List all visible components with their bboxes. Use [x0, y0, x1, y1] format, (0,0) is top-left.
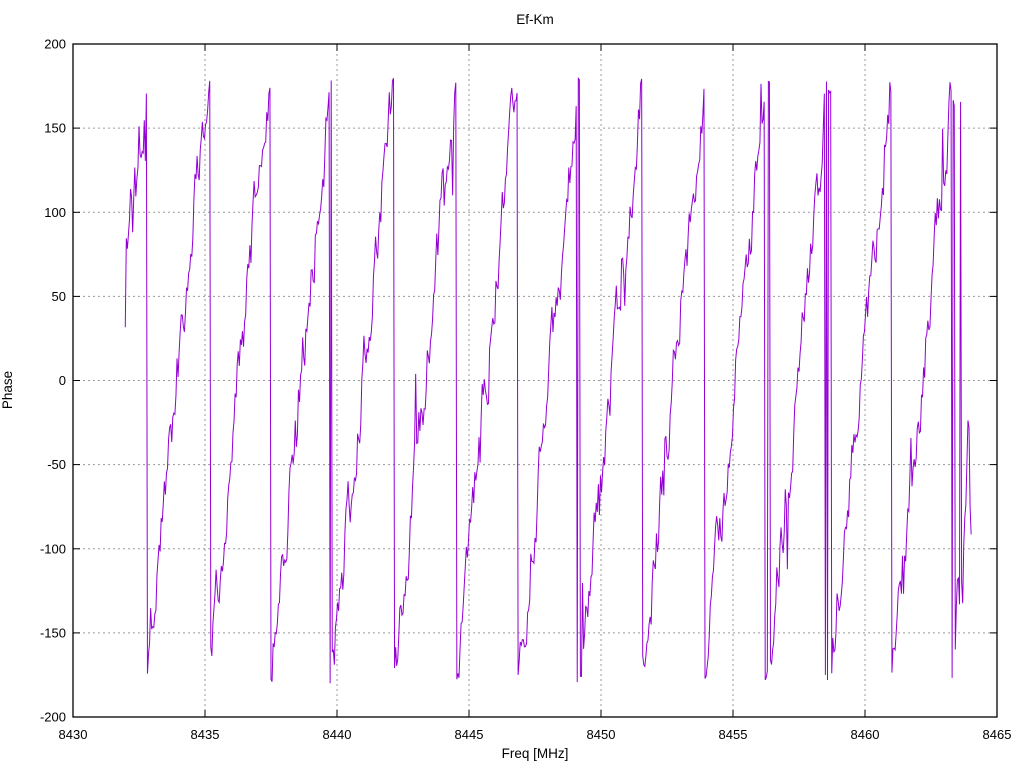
x-tick-label: 8455 — [719, 727, 748, 742]
y-axis-label: Phase — [0, 371, 15, 409]
x-tick-label: 8465 — [983, 727, 1012, 742]
x-tick-label: 8460 — [851, 727, 880, 742]
grid-lines — [72, 43, 998, 718]
x-tick-label: 8445 — [455, 727, 484, 742]
data-series — [124, 77, 972, 684]
y-tick-label: -100 — [40, 541, 66, 556]
y-tick-label: 150 — [44, 121, 66, 136]
phase-trace — [124, 77, 972, 684]
y-tick-label: -200 — [40, 710, 66, 725]
x-tick-label: 8430 — [59, 727, 88, 742]
y-tick-label: 50 — [52, 289, 66, 304]
x-tick-label: 8440 — [323, 727, 352, 742]
y-tick-label: -150 — [40, 625, 66, 640]
y-tick-label: 0 — [59, 373, 66, 388]
y-tick-label: -50 — [47, 457, 66, 472]
x-tick-label: 8435 — [191, 727, 220, 742]
y-tick-label: 200 — [44, 37, 66, 52]
y-tick-label: 100 — [44, 205, 66, 220]
x-axis-label: Freq [MHz] — [502, 746, 569, 761]
x-tick-label: 8450 — [587, 727, 616, 742]
tick-labels: 8430 8435 8440 8445 8450 8455 8460 8465 -200 -150… — [40, 37, 1011, 743]
plot-border — [72, 43, 998, 718]
chart-title: Ef-Km — [516, 12, 554, 27]
